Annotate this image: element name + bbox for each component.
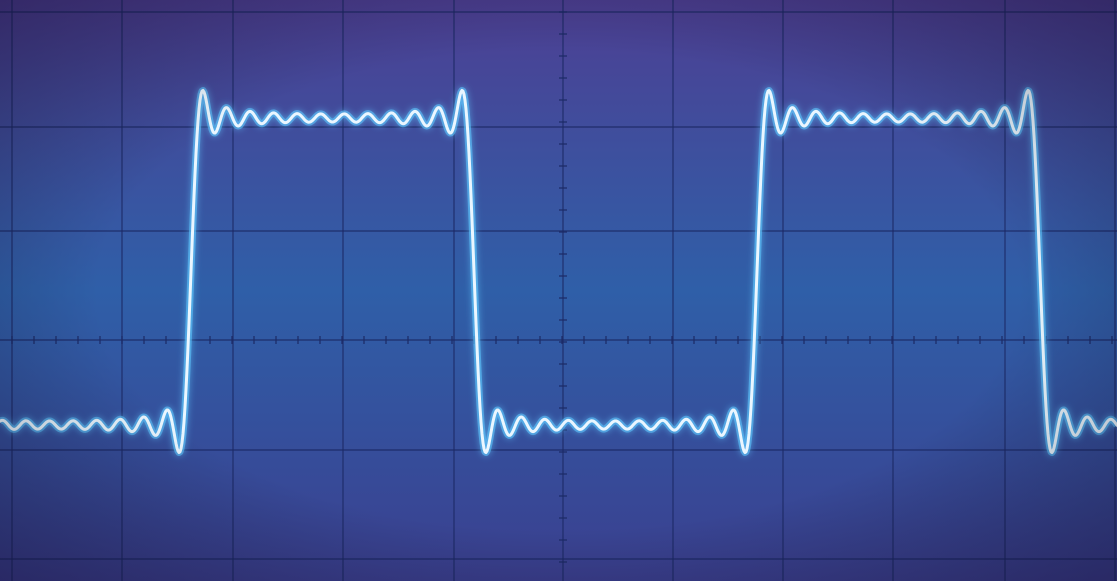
oscilloscope-display [0, 0, 1117, 581]
oscilloscope-screen [0, 0, 1117, 581]
screen-vignette [0, 0, 1117, 581]
